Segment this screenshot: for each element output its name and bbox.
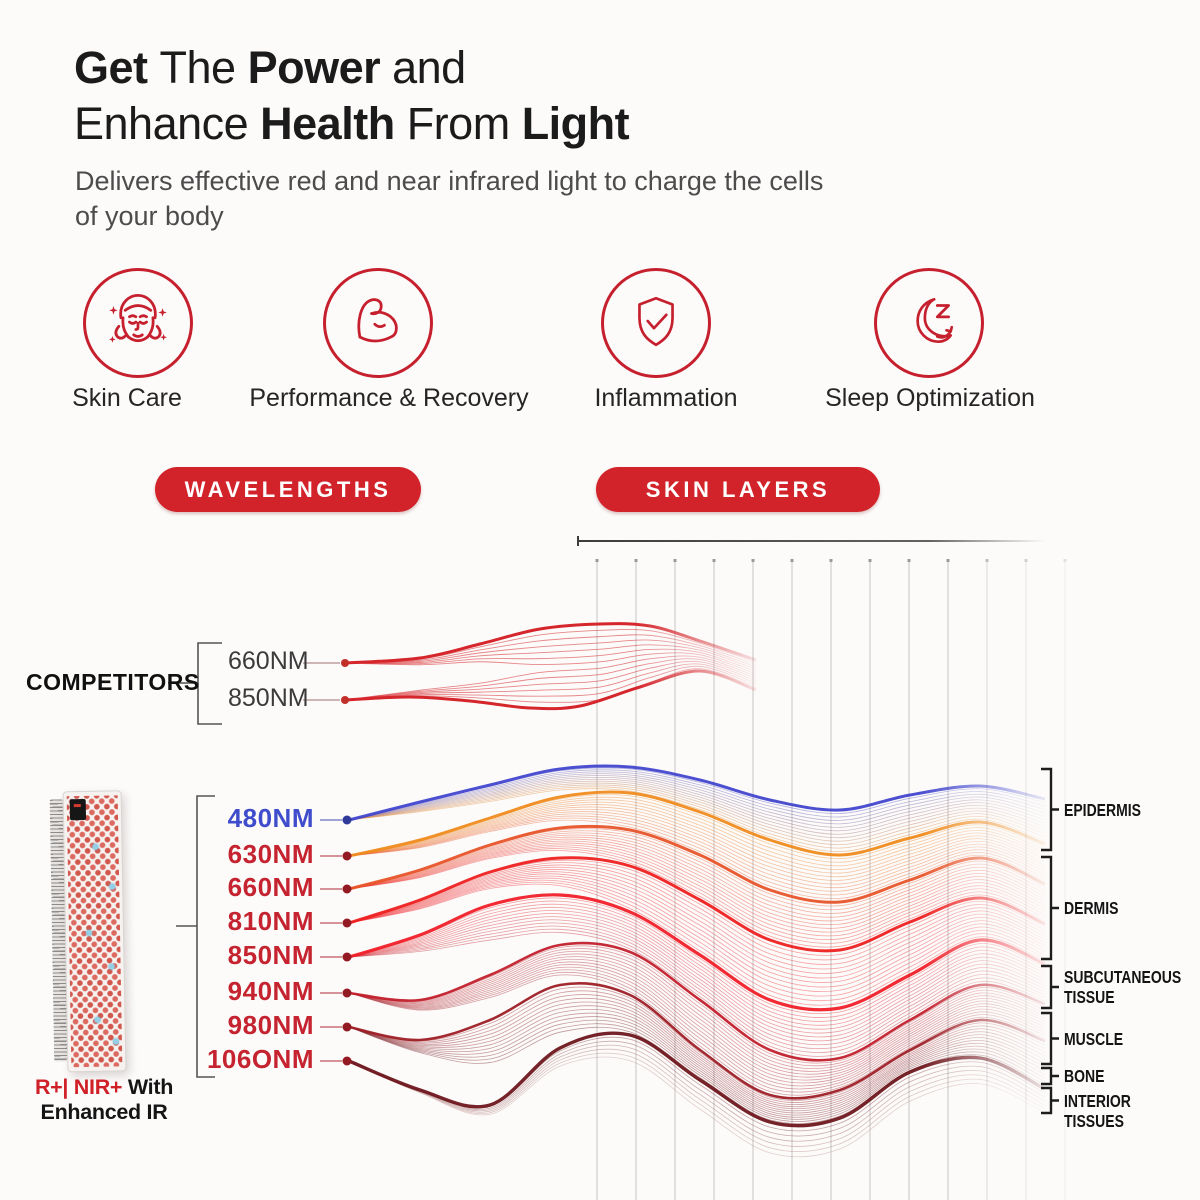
skin-layer-label-bone: BONE <box>1064 1066 1105 1086</box>
skin-layer-label-muscle: MUSCLE <box>1064 1028 1124 1049</box>
panel-led-face <box>62 790 127 1073</box>
curve-660nm <box>348 824 1046 904</box>
wavelength-label-980nm: 980NM <box>227 1010 314 1040</box>
subtitle-line-2: of your body <box>75 201 224 231</box>
feature-label-inflammation: Inflammation <box>594 384 738 412</box>
skin-layer-label-epidermis: EPIDERMIS <box>1064 799 1142 820</box>
feature-sleep <box>874 268 984 378</box>
subtitle: Delivers effective red and near infrared… <box>75 164 823 234</box>
wavelength-label-810nm: 810NM <box>227 906 314 936</box>
wavelength-label-850nm: 850NM <box>227 940 314 970</box>
feature-label-sleep: Sleep Optimization <box>825 384 1035 412</box>
wavelengths-pill: WAVELENGTHS <box>155 467 421 512</box>
feature-label-performance: Performance & Recovery <box>249 384 529 412</box>
wavelength-label-630nm: 630NM <box>227 839 314 869</box>
competitor-band <box>344 622 757 711</box>
curve-940nm <box>348 941 1046 1062</box>
competitors-label: COMPETITORS <box>26 669 200 695</box>
subtitle-line-1: Delivers effective red and near infrared… <box>75 166 824 196</box>
skin-layer-brackets <box>1041 767 1059 1115</box>
curve-630nm <box>348 790 1046 858</box>
skin-layer-label-subcutaneous: SUBCUTANEOUS TISSUE <box>1064 967 1182 1007</box>
caption-accent: R+| NIR+ <box>34 1075 123 1099</box>
skin-layers-pill: SKIN LAYERS <box>596 467 880 512</box>
competitor-wavelength-850nm: 850NM <box>228 684 309 712</box>
moon-zzz-icon <box>898 290 960 357</box>
curve-810nm <box>348 856 1046 953</box>
skincare-face-icon <box>106 289 170 358</box>
page-title: Get The Power and Enhance Health From Li… <box>74 40 630 152</box>
feature-performance <box>323 268 433 378</box>
title-line-1: Get The Power and <box>74 42 466 93</box>
wavelength-curves <box>348 764 1046 1158</box>
skin-layer-label-dermis: DERMIS <box>1064 898 1119 918</box>
therapy-panel-image <box>44 790 127 1073</box>
skin-layer-label-interior-tissues: INTERIOR TISSUES <box>1064 1090 1131 1131</box>
caption-rest: With <box>122 1075 174 1099</box>
shield-check-icon <box>625 290 687 357</box>
caption-line-1: R+| NIR+ With <box>14 1075 194 1100</box>
wavelength-label-106onm: 106ONM <box>206 1044 314 1074</box>
caption-line-2: Enhanced IR <box>40 1100 168 1124</box>
wavelength-label-940nm: 940NM <box>227 976 314 1006</box>
curve-106onm <box>348 1031 1046 1128</box>
wavelength-label-660nm: 660NM <box>227 872 314 902</box>
curve-850nm <box>348 893 1046 1012</box>
feature-inflammation <box>601 268 711 378</box>
grid-lines <box>595 559 1067 1200</box>
product-caption: R+| NIR+ With Enhanced IR <box>14 1075 194 1125</box>
competitor-wavelength-660nm: 660NM <box>228 647 309 675</box>
curve-480nm <box>348 764 1046 822</box>
panel-display <box>69 798 87 821</box>
bicep-icon <box>346 289 410 358</box>
feature-skin-care <box>83 268 193 378</box>
title-line-2: Enhance Health From Light <box>74 98 630 149</box>
wavelength-label-480nm: 480NM <box>227 803 314 833</box>
curve-980nm <box>348 982 1046 1100</box>
feature-label-skin-care: Skin Care <box>72 384 182 412</box>
panel-red-leds <box>66 795 123 1068</box>
